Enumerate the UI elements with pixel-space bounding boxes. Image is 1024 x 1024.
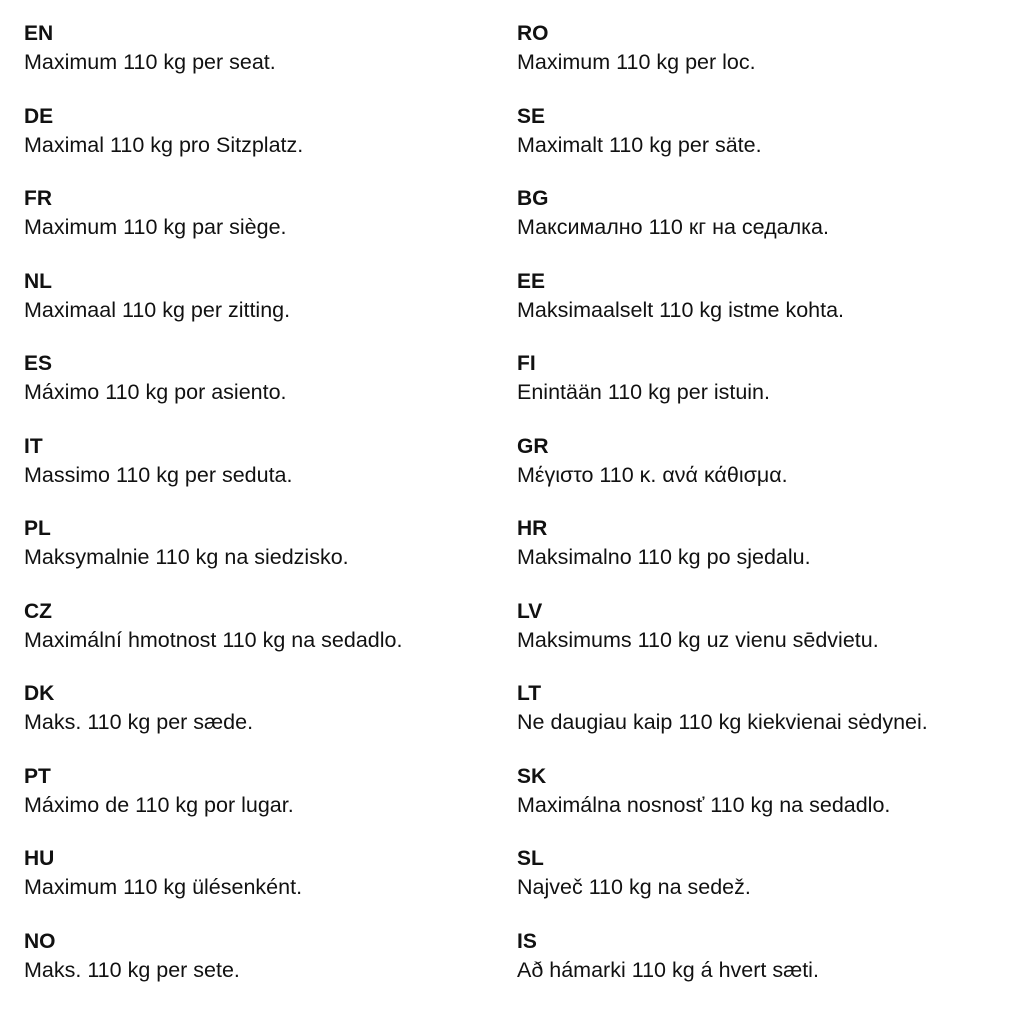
- language-block: HU Maximum 110 kg ülésenként.: [24, 845, 402, 928]
- language-block: RO Maximum 110 kg per loc.: [517, 20, 928, 103]
- weight-limit-text: Максимално 110 кг на седалка.: [517, 215, 829, 239]
- language-code: SL: [517, 847, 544, 870]
- language-block: CZ Maximální hmotnost 110 kg na sedadlo.: [24, 598, 402, 681]
- language-block: GR Μέγιστο 110 κ. ανά κάθισμα.: [517, 433, 928, 516]
- language-code: CZ: [24, 599, 52, 623]
- weight-limit-text: Največ 110 kg na sedež.: [517, 875, 751, 899]
- language-code: EE: [517, 269, 546, 293]
- weight-limit-text: Máximo 110 kg por asiento.: [24, 380, 287, 404]
- weight-limit-text: Maksimaalselt 110 kg istme kohta.: [517, 297, 845, 322]
- weight-limit-text: Μέγιστο 110 κ. ανά κάθισμα.: [517, 462, 788, 487]
- weight-limit-text: Maximum 110 kg par siège.: [24, 215, 287, 239]
- language-block: LV Maksimums 110 kg uz vienu sēdvietu.: [517, 598, 928, 681]
- language-code: HR: [517, 517, 548, 540]
- language-code: SE: [517, 104, 546, 128]
- language-code: LV: [517, 599, 543, 623]
- language-code: BG: [517, 187, 549, 210]
- language-code: GR: [517, 434, 549, 458]
- language-block: FR Maximum 110 kg par siège.: [24, 185, 402, 268]
- weight-limit-text: Maximalt 110 kg per säte.: [517, 132, 762, 157]
- weight-limit-text: Að hámarki 110 kg á hvert sæti.: [517, 957, 819, 982]
- language-block: EN Maximum 110 kg per seat.: [24, 20, 402, 103]
- language-block: EE Maksimaalselt 110 kg istme kohta.: [517, 268, 928, 351]
- weight-limit-text: Maksimums 110 kg uz vienu sēdvietu.: [517, 627, 879, 652]
- language-block: FI Enintään 110 kg per istuin.: [517, 350, 928, 433]
- language-block: SE Maximalt 110 kg per säte.: [517, 103, 928, 186]
- language-code: DE: [24, 104, 54, 128]
- weight-limit-text: Maks. 110 kg per sæde.: [24, 710, 254, 734]
- language-code: EN: [24, 22, 54, 45]
- language-block: ES Máximo 110 kg por asiento.: [24, 350, 402, 433]
- language-code: IS: [517, 929, 537, 953]
- weight-limit-text: Maximum 110 kg ülésenként.: [24, 875, 303, 899]
- language-code: HU: [24, 847, 55, 870]
- language-block: NL Maximaal 110 kg per zitting.: [24, 268, 402, 351]
- language-block: HR Maksimalno 110 kg po sjedalu.: [517, 515, 928, 598]
- weight-limit-text: Maximaal 110 kg per zitting.: [24, 297, 291, 322]
- language-block: PT Máximo de 110 kg por lugar.: [24, 763, 402, 846]
- language-block: DE Maximal 110 kg pro Sitzplatz.: [24, 103, 402, 186]
- left-column: EN Maximum 110 kg per seat. DE Maximal 110 …: [24, 20, 402, 1010]
- language-block: SL Največ 110 kg na sedež.: [517, 845, 928, 928]
- weight-limit-text: Maximum 110 kg per loc.: [517, 50, 756, 74]
- language-block: DK Maks. 110 kg per sæde.: [24, 680, 402, 763]
- language-code: LT: [517, 682, 542, 705]
- weight-limit-text: Maks. 110 kg per sete.: [24, 957, 240, 982]
- weight-limit-text: Maximální hmotnost 110 kg na sedadlo.: [24, 627, 403, 652]
- language-block: SK Maximálna nosnosť 110 kg na sedadlo.: [517, 763, 928, 846]
- language-code: NO: [24, 929, 56, 953]
- language-block: PL Maksymalnie 110 kg na siedzisko.: [24, 515, 402, 598]
- language-code: ES: [24, 352, 53, 375]
- weight-limit-text: Enintään 110 kg per istuin.: [517, 380, 770, 404]
- right-column: RO Maximum 110 kg per loc. SE Maximalt 110 …: [517, 20, 928, 1010]
- weight-limit-text: Maximal 110 kg pro Sitzplatz.: [24, 132, 304, 157]
- weight-limit-text: Ne daugiau kaip 110 kg kiekvienai sėdyne…: [517, 710, 928, 734]
- weight-limit-text: Maximálna nosnosť 110 kg na sedadlo.: [517, 792, 891, 817]
- language-code: RO: [517, 22, 549, 45]
- language-code: NL: [24, 269, 52, 293]
- weight-limit-text: Massimo 110 kg per seduta.: [24, 462, 293, 487]
- language-block: LT Ne daugiau kaip 110 kg kiekvienai sėdy…: [517, 680, 928, 763]
- language-code: FI: [517, 352, 536, 375]
- weight-limit-text: Maksymalnie 110 kg na siedzisko.: [24, 545, 349, 569]
- language-block: IS Að hámarki 110 kg á hvert sæti.: [517, 928, 928, 1011]
- language-code: FR: [24, 187, 52, 210]
- language-code: IT: [24, 434, 43, 458]
- language-code: SK: [517, 764, 547, 788]
- language-code: DK: [24, 682, 55, 705]
- weight-limit-text: Maksimalno 110 kg po sjedalu.: [517, 545, 811, 569]
- language-block: NO Maks. 110 kg per sete.: [24, 928, 402, 1011]
- language-block: BG Максимално 110 кг на седалка.: [517, 185, 928, 268]
- weight-limit-text: Maximum 110 kg per seat.: [24, 50, 276, 74]
- weight-limit-text: Máximo de 110 kg por lugar.: [24, 792, 294, 817]
- language-block: IT Massimo 110 kg per seduta.: [24, 433, 402, 516]
- language-code: PL: [24, 517, 51, 540]
- language-code: PT: [24, 764, 51, 788]
